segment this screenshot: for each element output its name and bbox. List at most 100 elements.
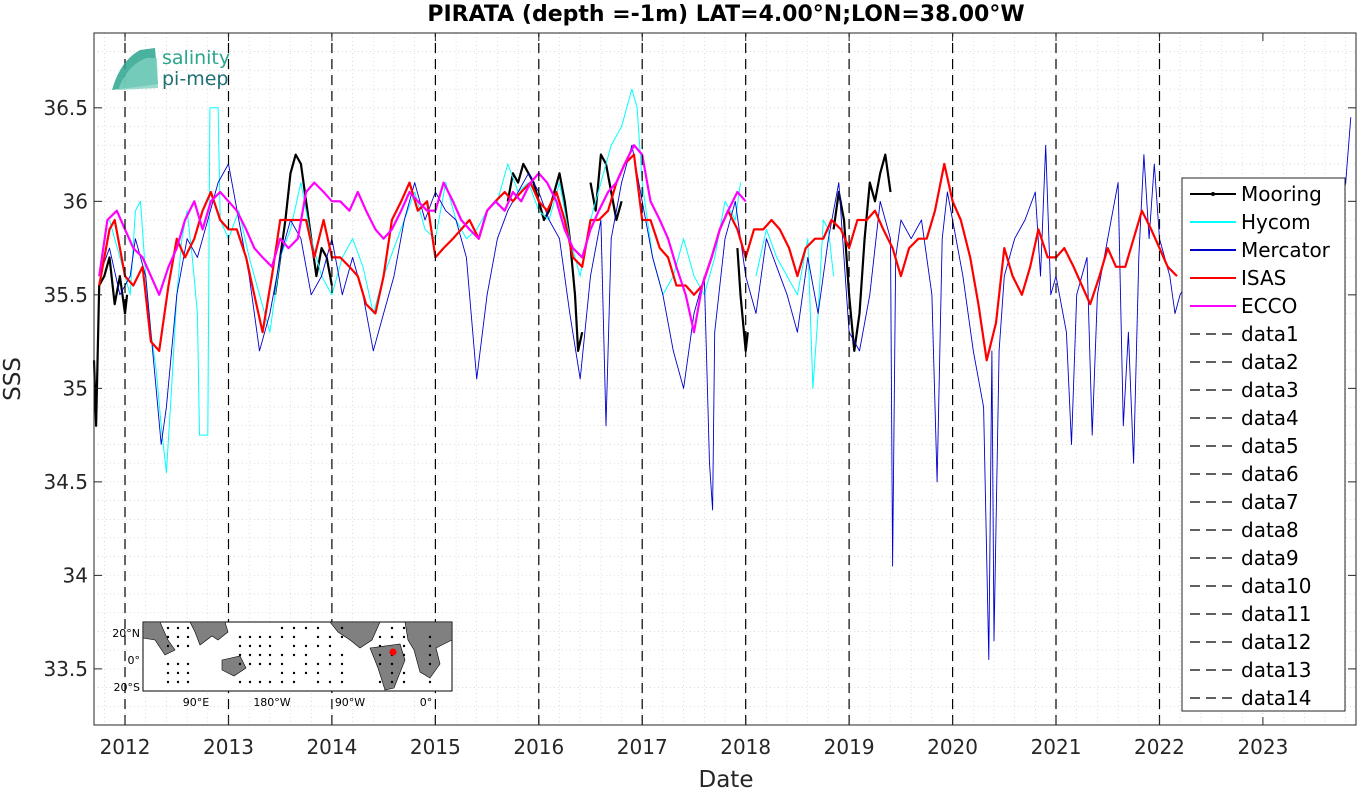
x-tick-label: 2012 [100,735,151,759]
buoy-dot [248,680,252,684]
buoy-dot [304,662,308,666]
buoy-dot [176,671,180,675]
buoy-dot [378,644,382,648]
buoy-dot [340,671,344,675]
buoy-dot [248,644,252,648]
inset-lat-label: 20°N [112,627,140,640]
buoy-dot [258,680,262,684]
legend-label-data1: data1 [1241,322,1299,346]
buoy-dot [378,635,382,639]
inset-lon-label: 90°E [183,696,209,709]
buoy-dot [390,635,394,639]
buoy-dot [340,635,344,639]
buoy-dot [402,680,406,684]
legend-label-data4: data4 [1241,406,1299,430]
buoy-dot [292,635,296,639]
buoy-dot [304,644,308,648]
buoy-dot [402,671,406,675]
buoy-dot [316,644,320,648]
buoy-dot [280,653,284,657]
inset-map: 20°N 0° 20°S 90°E 180°W 90°W 0° [112,621,453,709]
series-mooring-line [273,153,333,295]
buoy-dot [186,680,190,684]
legend-marker-mooring [1211,192,1215,196]
buoy-dot [328,635,332,639]
y-tick-label: 35 [63,376,88,400]
inset-lon-label: 90°W [335,696,365,709]
buoy-dot [328,680,332,684]
x-tick-label: 2016 [513,735,564,759]
legend-label-data12: data12 [1241,630,1312,654]
buoy-dot [280,635,284,639]
buoy-dot [166,644,170,648]
x-tick-label: 2020 [927,735,978,759]
buoy-dot [186,644,190,648]
buoy-dot [186,662,190,666]
buoy-dot [238,662,242,666]
buoy-dot [280,662,284,666]
inset-map-station-marker [389,648,397,656]
buoy-dot [166,626,170,630]
buoy-dot [328,653,332,657]
buoy-dot [292,671,296,675]
inset-lat-label: 20°S [114,681,140,694]
buoy-dot [248,635,252,639]
inset-map-ocean [142,621,453,692]
chart-title: PIRATA (depth =-1m) LAT=4.00°N;LON=38.00… [427,2,1024,27]
inset-map-buoys [166,626,432,684]
y-tick-label: 35.5 [43,283,88,307]
buoy-dot [304,626,308,630]
buoy-dot [316,680,320,684]
x-tick-label: 2017 [617,735,668,759]
buoy-dot [304,671,308,675]
buoy-dot [378,680,382,684]
x-tick-label: 2021 [1031,735,1082,759]
buoy-dot [378,662,382,666]
buoy-dot [328,644,332,648]
y-tick-label: 36.5 [43,96,88,120]
inset-lat-label: 0° [128,654,141,667]
buoy-dot [166,671,170,675]
legend-label-ecco: ECCO [1241,294,1297,318]
buoy-dot [390,671,394,675]
buoy-dot [402,626,406,630]
buoy-dot [316,626,320,630]
series-layer [92,33,1352,725]
inset-lon-label: 180°W [253,696,290,709]
buoy-dot [176,626,180,630]
series-mooring-line [506,162,584,352]
buoy-dot [166,680,170,684]
legend-label-data3: data3 [1241,378,1299,402]
buoy-dot [248,653,252,657]
series-mooring-line [736,248,749,352]
y-tick-label: 34.5 [43,470,88,494]
buoy-dot [428,635,432,639]
legend-box [1181,177,1346,712]
buoy-dot [316,662,320,666]
legend-label-mooring: Mooring [1241,182,1322,206]
legend-label-data9: data9 [1241,546,1299,570]
buoy-dot [186,671,190,675]
buoy-dot [292,653,296,657]
series-mercator-line [98,117,1352,660]
buoy-dot [316,635,320,639]
buoy-dot [166,635,170,639]
legend-label-mercator: Mercator [1241,238,1331,262]
series-ecco-line [98,144,747,334]
buoy-dot [292,644,296,648]
buoy-dot [280,626,284,630]
buoy-dot [402,653,406,657]
y-axis-label: SSS [0,357,26,401]
buoy-dot [268,680,272,684]
buoy-dot [258,635,262,639]
buoy-dot [428,644,432,648]
x-tick-label: 2018 [720,735,771,759]
inset-map-land [142,621,453,691]
buoy-dot [340,653,344,657]
legend: Mooring Hycom Mercator ISAS ECCO data1 data2 da… [1181,177,1346,712]
legend-label-data6: data6 [1241,462,1299,486]
plot-frame [93,32,1357,726]
buoy-dot [292,626,296,630]
buoy-dot [428,680,432,684]
